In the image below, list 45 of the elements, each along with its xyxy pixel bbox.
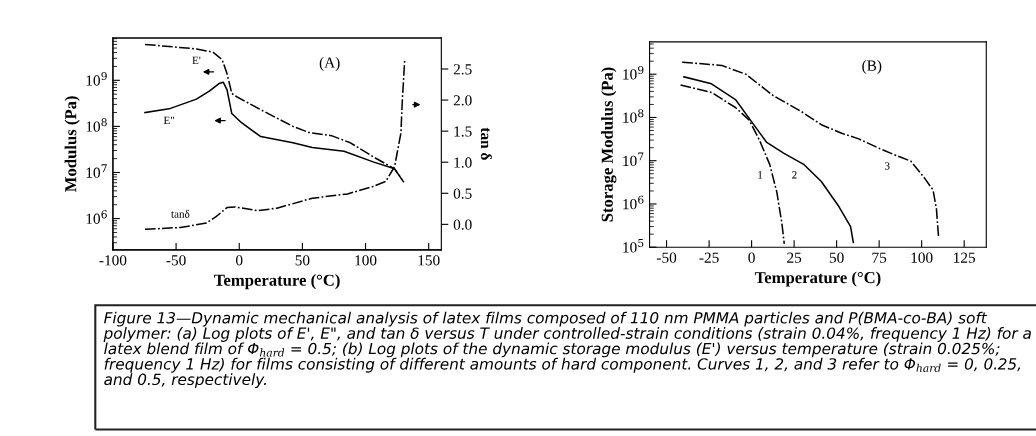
x-tick-label: 100: [911, 252, 933, 263]
y-tick-label: 10$^{9}$: [86, 72, 107, 86]
x-tick-label: 0: [236, 255, 243, 266]
x-tick-label: -100: [99, 255, 127, 266]
y-tick-label: 10$^{7}$: [86, 164, 107, 178]
series-label: 3: [885, 162, 890, 170]
x-tick-label: 50: [829, 252, 844, 263]
y-tick-label: 10$^{5}$: [623, 239, 644, 253]
x-tick-label: 125: [954, 252, 976, 263]
y-tick-label: 10$^{7}$: [623, 152, 644, 167]
y2-tick-label: 1.0: [454, 157, 472, 168]
y-axis-title: Modulus (Pa): [64, 96, 80, 192]
y2-tick-label: 0.5: [453, 188, 472, 199]
x-tick-label: -25: [699, 252, 719, 263]
y-tick-label: 10$^{6}$: [86, 210, 107, 224]
text: Figure 13—Dynamic mechanical analysis of latex films composed of 110 nm PMMA particles and P(BMA-co-BA) soft polymer: (a) Log plots of E', E", and tan δ versus T under controlled-strain conditions (strain 0.04%, frequency 1 Hz) for a latex blend film of Φ$_{hard}$ = 0.5; (b) Log plots of the dynamic storage modulus (E') versus temperature (strain 0.025%; frequency 1 Hz) for films consisting of different amounts of hard component. Curves 1, 2, and 3 refer to Φ$_{hard}$ = 0, 0.25, and 0.5, respectively.: [103, 311, 1031, 389]
x-axis-title: Temperature (°C): [214, 274, 340, 290]
series-label: E": [163, 116, 175, 125]
text: (A): [319, 57, 340, 71]
y2-tick-label: 2.5: [453, 64, 472, 75]
y-tick-label: 10$^{9}$: [623, 65, 644, 80]
y-axis-title: Storage Modulus (Pa): [601, 67, 617, 222]
y2-tick-label: 1.5: [454, 126, 472, 137]
text: (B): [862, 60, 882, 74]
x-tick-label: 100: [355, 255, 377, 266]
x-axis-title: Temperature (°C): [754, 271, 881, 287]
y-tick-label: 10$^{6}$: [623, 195, 644, 210]
line-series: [144, 58, 406, 231]
y-tick-label: 10$^{8}$: [623, 109, 644, 123]
series-label: tanδ: [171, 209, 190, 218]
x-tick-label: 25: [787, 252, 802, 263]
y2-axis-title: tan δ: [480, 127, 492, 160]
x-tick-label: -50: [656, 252, 677, 263]
line-series: [683, 76, 855, 244]
y2-tick-label: 2.0: [453, 95, 472, 106]
x-tick-label: -50: [166, 255, 186, 266]
series-label: 1: [758, 171, 763, 179]
series-label: 2: [792, 171, 797, 179]
y-tick-label: 10$^{8}$: [86, 118, 107, 132]
y2-tick-label: 0.0: [453, 219, 472, 230]
x-tick-label: 150: [418, 255, 440, 266]
x-tick-label: 75: [872, 252, 887, 263]
x-tick-label: 50: [295, 255, 310, 266]
series-label: E': [192, 56, 201, 65]
x-tick-label: 0: [748, 252, 755, 263]
